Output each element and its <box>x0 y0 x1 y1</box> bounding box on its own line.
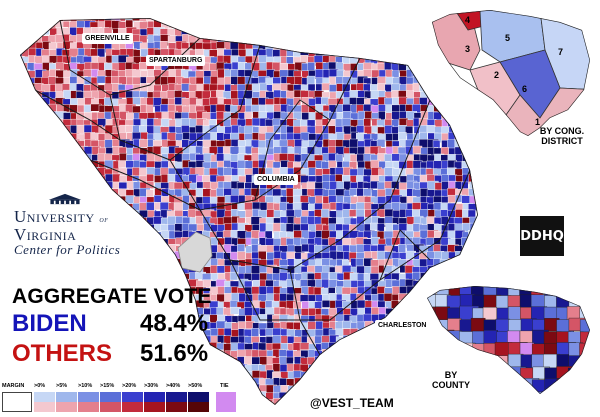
legend-swatch-dem <box>100 392 121 402</box>
legend-swatch-dem <box>56 392 77 402</box>
inset-label-congressional-text: BY CONG. DISTRICT <box>539 126 585 146</box>
legend-threshold-label: >0% <box>34 383 46 389</box>
legend-swatch-dem <box>188 392 209 402</box>
district-label-4: 4 <box>465 15 471 25</box>
ddhq-badge: DDHQ <box>520 216 564 256</box>
legend-swatch-dem <box>166 392 187 402</box>
legend-swatch-dem <box>144 392 165 402</box>
candidate-percent-others: 51.6% <box>140 340 209 367</box>
legend-swatch-tie <box>216 392 236 412</box>
inset-label-county-text: BY COUNTY <box>432 370 470 390</box>
city-label-columbia: COLUMBIA <box>254 174 298 185</box>
legend-swatch-rep <box>78 402 99 412</box>
legend-swatch-rep <box>34 402 55 412</box>
district-label-1: 1 <box>535 117 541 127</box>
legend-threshold-label: >5% <box>56 383 68 389</box>
logo-line1c: Virginia <box>14 225 77 244</box>
legend-threshold-label: >30% <box>144 383 159 389</box>
legend-threshold-label: >50% <box>188 383 203 389</box>
city-label-charleston: CHARLESTON <box>375 320 430 331</box>
legend-swatch-rep <box>188 402 209 412</box>
legend-swatch-dem <box>78 392 99 402</box>
legend-title: MARGIN <box>2 383 25 389</box>
uva-logo: University of Virginia Center for Politi… <box>14 207 121 257</box>
legend-threshold-label: >20% <box>122 383 137 389</box>
legend-swatch-blank <box>2 392 32 412</box>
aggregate-title: AGGREGATE VOTE <box>12 285 212 308</box>
candidate-percent-biden: 48.4% <box>140 310 209 337</box>
candidate-name-biden: BIDEN <box>12 310 87 337</box>
legend-swatch-dem <box>34 392 55 402</box>
inset-label-county: BY COUNTY <box>426 370 476 390</box>
legend-threshold-label: >10% <box>78 383 93 389</box>
district-label-3: 3 <box>465 44 471 54</box>
legend-threshold-label: >15% <box>100 383 115 389</box>
city-label-greenville: GREENVILLE <box>82 33 133 44</box>
legend-swatch-dem <box>122 392 143 402</box>
district-label-6: 6 <box>522 84 528 94</box>
legend-threshold-label: >40% <box>166 383 181 389</box>
legend-tie-label: TIE <box>220 383 229 389</box>
logo-line2: Center for Politics <box>14 242 121 257</box>
inset-label-congressional: BY CONG. DISTRICT <box>532 126 592 146</box>
district-label-7: 7 <box>558 47 564 57</box>
logo-line1b: of <box>99 214 109 224</box>
rotunda-logo-icon <box>48 193 82 205</box>
logo-line1: University <box>14 207 95 226</box>
district-label-5: 5 <box>505 33 511 43</box>
legend-swatch-rep <box>166 402 187 412</box>
district-label-2: 2 <box>494 70 500 80</box>
city-label-spartanburg: SPARTANBURG <box>146 55 206 66</box>
legend-swatch-rep <box>122 402 143 412</box>
candidate-name-others: OTHERS <box>12 340 113 367</box>
credit-handle: @VEST_TEAM <box>310 396 394 410</box>
legend-swatch-rep <box>56 402 77 412</box>
legend-swatch-rep <box>100 402 121 412</box>
legend-swatch-rep <box>144 402 165 412</box>
